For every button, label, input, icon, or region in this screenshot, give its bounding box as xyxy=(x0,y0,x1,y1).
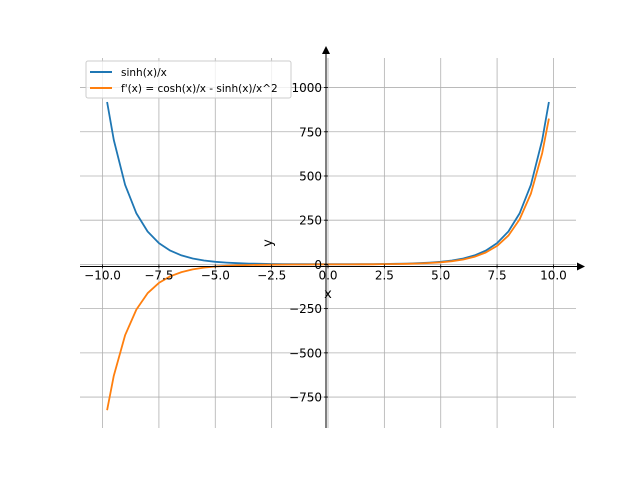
y-tick-label: −250 xyxy=(289,302,322,316)
y-axis-label: y xyxy=(261,239,276,247)
x-tick-label: −7.5 xyxy=(144,268,173,282)
y-tick-label: 500 xyxy=(299,169,322,183)
x-tick-label: 2.5 xyxy=(375,268,394,282)
legend-box xyxy=(85,60,292,99)
y-tick-label: −750 xyxy=(289,391,322,405)
x-tick-label: 7.5 xyxy=(488,268,507,282)
legend: sinh(x)/x f'(x) = cosh(x)/x - sinh(x)/x^… xyxy=(85,60,292,99)
x-tick-label: −10.0 xyxy=(84,268,121,282)
y-tick-label: 1000 xyxy=(291,81,322,95)
x-axis-arrow-icon xyxy=(577,262,585,271)
legend-label-derivative: f'(x) = cosh(x)/x - sinh(x)/x^2 xyxy=(121,83,278,95)
axes xyxy=(80,46,585,428)
x-axis-label: x xyxy=(324,287,332,302)
legend-label-sinh: sinh(x)/x xyxy=(121,67,167,79)
y-tick-label: 0 xyxy=(314,258,322,272)
y-tick-label: 250 xyxy=(299,214,322,228)
x-tick-label: −2.5 xyxy=(257,268,286,282)
y-axis-arrow-icon xyxy=(322,46,330,54)
y-tick-label: −500 xyxy=(289,346,322,360)
x-tick-label: 0.0 xyxy=(318,268,337,282)
ticks: −10.0 −7.5 −5.0 −2.5 0.0 2.5 5.0 7.5 10.0 −750 −50… xyxy=(84,81,567,404)
x-tick-label: −5.0 xyxy=(201,268,230,282)
y-tick-label: 750 xyxy=(299,125,322,139)
x-tick-label: 10.0 xyxy=(540,268,567,282)
x-tick-label: 5.0 xyxy=(431,268,450,282)
